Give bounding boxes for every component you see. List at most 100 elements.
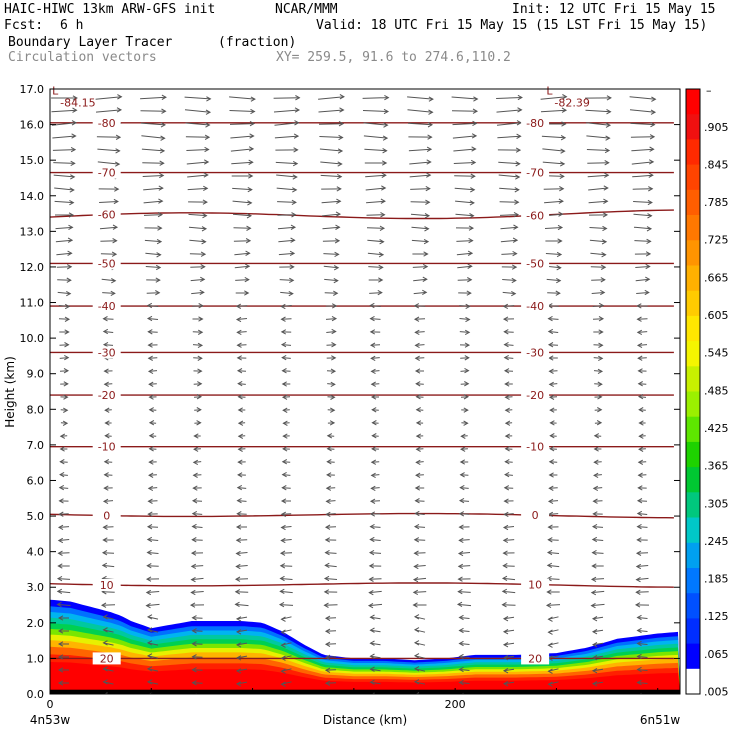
wind-vector	[589, 239, 608, 245]
wind-vector	[414, 485, 425, 491]
wind-vector	[629, 109, 657, 115]
wind-vector	[60, 420, 69, 426]
wind-vector	[57, 667, 69, 673]
wind-vector	[234, 589, 249, 595]
contour-label: -70	[526, 167, 544, 180]
wind-vector	[502, 550, 515, 556]
wind-vector	[327, 420, 336, 426]
tracer-band-10	[50, 661, 680, 694]
wind-vector	[281, 459, 291, 465]
wind-vector	[451, 96, 479, 102]
wind-vector	[192, 472, 202, 478]
wind-vector	[458, 290, 472, 296]
wind-vector	[100, 238, 118, 244]
colorbar-swatch	[686, 89, 700, 115]
wind-vector	[51, 107, 78, 113]
wind-vector	[415, 472, 424, 478]
wind-vector	[189, 239, 207, 245]
wind-vector	[324, 628, 337, 634]
wind-vector	[280, 511, 292, 517]
wind-vector	[324, 654, 337, 660]
wind-vector	[458, 537, 470, 544]
wind-vector	[460, 394, 470, 400]
wind-vector	[546, 575, 560, 582]
colorbar-swatch	[686, 668, 700, 695]
wind-vector	[415, 433, 424, 439]
wind-vector	[502, 563, 515, 569]
wind-vector	[504, 446, 513, 452]
wind-vector	[540, 94, 568, 100]
wind-vector	[282, 695, 292, 700]
wind-vector	[54, 187, 75, 193]
wind-vector	[371, 420, 379, 426]
wind-vector	[460, 446, 468, 452]
wind-vector	[102, 666, 114, 672]
wind-vector	[59, 459, 68, 465]
wind-vector	[274, 133, 300, 139]
wind-vector	[369, 627, 381, 633]
wind-vector	[104, 433, 112, 439]
wind-vector	[145, 252, 162, 258]
wind-vector	[234, 263, 251, 269]
wind-vector	[58, 316, 71, 322]
wind-vector	[324, 641, 337, 647]
wind-vector	[636, 666, 648, 673]
wind-vector	[459, 484, 469, 491]
wind-vector	[57, 277, 72, 283]
contour-label: -30	[526, 346, 544, 359]
wind-vector	[413, 653, 426, 659]
wind-vector	[546, 277, 562, 284]
contour-label: -70	[98, 167, 116, 180]
wind-vector	[541, 135, 567, 141]
wind-vector	[58, 303, 71, 310]
wind-vector	[591, 681, 604, 687]
wind-vector	[146, 277, 161, 283]
wind-vector	[148, 433, 157, 439]
wind-vector	[236, 355, 247, 361]
wind-vector	[456, 601, 472, 608]
wind-vector	[504, 471, 513, 478]
wind-vector	[192, 459, 202, 466]
wind-vector	[236, 329, 247, 336]
wind-vector	[365, 185, 387, 191]
wind-vector	[190, 563, 204, 570]
wind-vector	[57, 537, 70, 544]
contour-label: 0	[103, 510, 110, 523]
wind-vector	[633, 199, 653, 206]
colorbar-label: .725	[704, 234, 729, 247]
wind-vector	[147, 485, 158, 492]
y-tick-label: 13.0	[20, 225, 45, 238]
x-end-left: 4n53w	[30, 713, 71, 727]
wind-vector	[593, 329, 604, 335]
wind-vector	[100, 251, 118, 257]
y-tick-label: 0.0	[27, 688, 45, 701]
wind-vector	[587, 160, 610, 166]
wind-vector	[144, 225, 163, 231]
wind-vector	[279, 575, 293, 582]
wind-vector	[412, 263, 429, 270]
wind-vector	[148, 420, 157, 426]
contour-label: 10	[528, 579, 542, 592]
wind-vector	[143, 198, 164, 204]
wind-vector	[237, 420, 246, 426]
wind-vector	[233, 225, 252, 231]
xy-range: XY= 259.5, 91.6 to 274.6,110.2	[276, 50, 511, 65]
wind-vector	[502, 277, 517, 284]
wind-vector	[281, 394, 291, 400]
wind-vector	[188, 212, 208, 219]
wind-vector	[57, 563, 70, 569]
wind-vector	[410, 185, 431, 192]
wind-vector	[193, 433, 201, 439]
colorbar-swatch	[686, 517, 700, 544]
wind-vector	[326, 355, 337, 361]
wind-vector	[103, 485, 113, 491]
y-axis-label: Height (km)	[3, 356, 17, 427]
wind-vector	[636, 523, 648, 530]
colorbar-top-label: –	[706, 84, 712, 97]
wind-vector	[56, 575, 71, 582]
wind-vector	[324, 549, 337, 556]
wind-vector	[279, 550, 293, 556]
wind-vector	[542, 148, 566, 154]
wind-vector	[407, 109, 434, 115]
wind-vector	[187, 185, 209, 192]
